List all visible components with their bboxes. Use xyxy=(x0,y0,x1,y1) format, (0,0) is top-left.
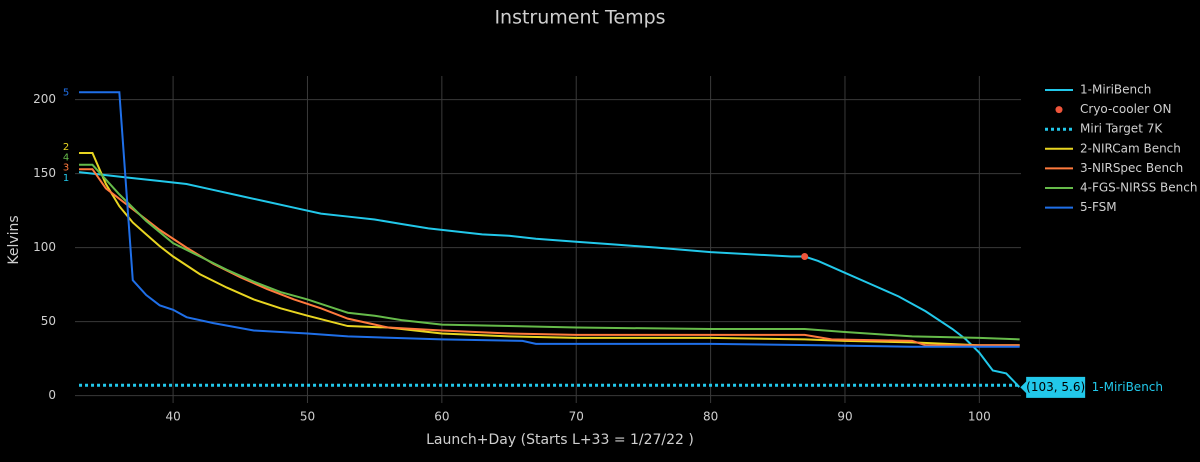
legend-label[interactable]: 5-FSM xyxy=(1080,200,1117,214)
y-tick-label: 0 xyxy=(48,388,56,402)
hover-value: (103, 5.6) xyxy=(1026,380,1085,394)
x-tick-label: 40 xyxy=(165,410,180,424)
y-axis-label: Kelvins xyxy=(6,215,22,264)
line xyxy=(79,91,1020,348)
line xyxy=(79,163,1020,341)
x-tick-label: 60 xyxy=(434,410,449,424)
x-tick-label: 100 xyxy=(968,410,991,424)
y-tick-label: 150 xyxy=(33,166,56,180)
legend-label[interactable]: 4-FGS-NIRSS Bench xyxy=(1080,181,1197,195)
annotation: 4 xyxy=(63,152,69,163)
x-tick-label: 70 xyxy=(569,410,584,424)
line xyxy=(79,168,1020,347)
x-tick-label: 90 xyxy=(837,410,852,424)
line xyxy=(79,151,1020,347)
legend-label[interactable]: 3-NIRSpec Bench xyxy=(1080,161,1183,175)
annotation: 2 xyxy=(63,142,69,153)
hover-name: 1-MiriBench xyxy=(1092,380,1163,394)
marker xyxy=(801,253,809,261)
y-tick-label: 50 xyxy=(41,314,56,328)
hover-box xyxy=(1018,375,1087,399)
legend-label[interactable]: 1-MiriBench xyxy=(1080,83,1151,97)
chart-title: Instrument Temps xyxy=(494,7,665,29)
annotation: 5 xyxy=(63,87,69,98)
annotation: 3 xyxy=(63,163,69,174)
y-tick-label: 200 xyxy=(33,92,56,106)
legend-marker[interactable] xyxy=(1055,106,1063,114)
legend-label[interactable]: Cryo-cooler ON xyxy=(1080,102,1171,116)
x-tick-label: 50 xyxy=(300,410,315,424)
annotation: 1 xyxy=(63,173,69,184)
y-tick-label: 100 xyxy=(33,240,56,254)
line xyxy=(78,171,1021,389)
legend-label[interactable]: 2-NIRCam Bench xyxy=(1080,141,1181,155)
x-tick-label: 80 xyxy=(703,410,718,424)
legend-label[interactable]: Miri Target 7K xyxy=(1080,122,1163,136)
x-axis-label: Launch+Day (Starts L+33 = 1/27/22 ) xyxy=(426,432,694,448)
